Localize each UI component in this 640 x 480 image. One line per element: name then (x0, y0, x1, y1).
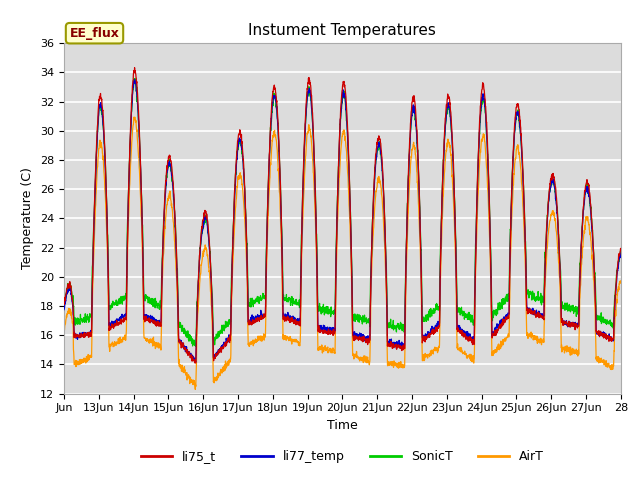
Text: EE_flux: EE_flux (70, 27, 120, 40)
Y-axis label: Temperature (C): Temperature (C) (22, 168, 35, 269)
Legend: li75_t, li77_temp, SonicT, AirT: li75_t, li77_temp, SonicT, AirT (136, 445, 548, 468)
Title: Instument Temperatures: Instument Temperatures (248, 23, 436, 38)
X-axis label: Time: Time (327, 419, 358, 432)
